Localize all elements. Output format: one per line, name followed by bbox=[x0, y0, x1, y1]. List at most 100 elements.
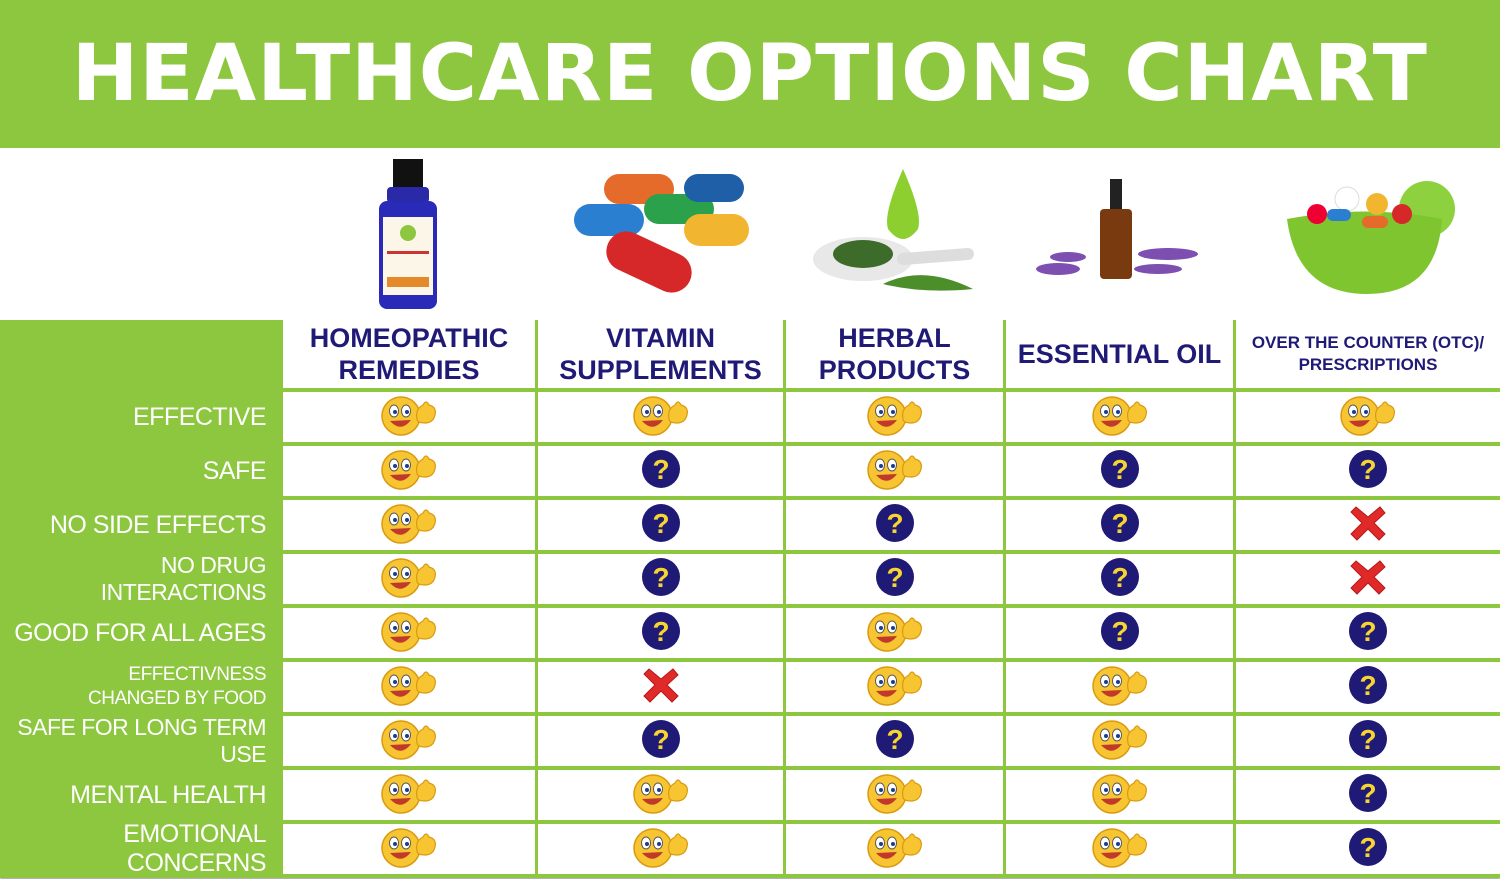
thumbs-up-smiley-icon bbox=[379, 555, 439, 604]
rating-cell: ? bbox=[535, 500, 783, 550]
table-row: MENTAL HEALTH? bbox=[0, 770, 1500, 820]
rating-cell bbox=[783, 824, 1003, 874]
vitamin-capsules-image bbox=[535, 150, 783, 318]
row-label: NO DRUG INTERACTIONS bbox=[0, 552, 280, 605]
question-mark-icon: ? bbox=[875, 557, 915, 602]
column-header: HOMEOPATHIC REMEDIES bbox=[280, 320, 535, 388]
question-mark-icon: ? bbox=[1348, 449, 1388, 494]
svg-text:?: ? bbox=[652, 616, 669, 647]
question-mark-icon: ? bbox=[1348, 719, 1388, 764]
column-header: HERBAL PRODUCTS bbox=[783, 320, 1003, 388]
svg-text:?: ? bbox=[652, 454, 669, 485]
row-divider bbox=[0, 766, 1500, 770]
question-mark-icon: ? bbox=[1100, 557, 1140, 602]
question-mark-icon: ? bbox=[1348, 827, 1388, 872]
question-mark-icon: ? bbox=[1348, 611, 1388, 656]
rating-cell bbox=[280, 500, 535, 550]
row-divider bbox=[0, 820, 1500, 824]
row-label-text: NO DRUG INTERACTIONS bbox=[100, 552, 267, 605]
table-row: NO SIDE EFFECTS??? bbox=[0, 500, 1500, 550]
rating-cell bbox=[783, 662, 1003, 712]
table-row: SAFE??? bbox=[0, 446, 1500, 496]
pills-bowl-image bbox=[1233, 150, 1500, 318]
rating-cell bbox=[535, 662, 783, 712]
rating-cell bbox=[535, 824, 783, 874]
rating-cell: ? bbox=[1003, 608, 1233, 658]
thumbs-up-smiley-icon bbox=[379, 447, 439, 496]
red-x-icon bbox=[1348, 503, 1388, 548]
rating-cell bbox=[535, 770, 783, 820]
thumbs-up-smiley-icon bbox=[631, 771, 691, 820]
row-label: SAFE bbox=[0, 446, 280, 496]
svg-text:?: ? bbox=[1111, 454, 1128, 485]
thumbs-up-smiley-icon bbox=[379, 393, 439, 442]
table-row: EFFECTIVE bbox=[0, 392, 1500, 442]
rating-cell bbox=[1003, 770, 1233, 820]
row-label-text: NO SIDE EFFECTS bbox=[49, 510, 267, 539]
rating-cell: ? bbox=[535, 446, 783, 496]
product-images-row bbox=[0, 150, 1500, 318]
svg-text:?: ? bbox=[1111, 508, 1128, 539]
thumbs-up-smiley-icon bbox=[379, 825, 439, 874]
rating-cell: ? bbox=[1003, 500, 1233, 550]
question-mark-icon: ? bbox=[1348, 773, 1388, 818]
row-label: EFFECTIVE bbox=[0, 392, 280, 442]
row-divider bbox=[0, 550, 1500, 554]
table-row: EFFECTIVNESS CHANGED BY FOOD? bbox=[0, 662, 1500, 712]
thumbs-up-smiley-icon bbox=[1090, 771, 1150, 820]
question-mark-icon: ? bbox=[641, 449, 681, 494]
rating-cell: ? bbox=[783, 554, 1003, 604]
rating-cell bbox=[1233, 500, 1500, 550]
rating-cell bbox=[783, 446, 1003, 496]
table-row: GOOD FOR ALL AGES??? bbox=[0, 608, 1500, 658]
red-x-icon bbox=[1348, 557, 1388, 602]
thumbs-up-smiley-icon bbox=[865, 825, 925, 874]
header-corner bbox=[0, 320, 280, 388]
table-row: SAFE FOR LONG TERM USE??? bbox=[0, 714, 1500, 767]
row-divider bbox=[0, 388, 1500, 392]
rating-cell bbox=[280, 554, 535, 604]
column-header-line1: ESSENTIAL OIL bbox=[1017, 339, 1222, 369]
row-label: EFFECTIVNESS CHANGED BY FOOD bbox=[0, 662, 280, 712]
essential-oil-lavender-image bbox=[1003, 150, 1233, 318]
svg-text:?: ? bbox=[1359, 454, 1376, 485]
rating-cell bbox=[280, 446, 535, 496]
svg-text:?: ? bbox=[1359, 670, 1376, 701]
column-header: OVER THE COUNTER (OTC)/ PRESCRIPTIONS bbox=[1233, 320, 1500, 388]
svg-text:?: ? bbox=[1111, 616, 1128, 647]
red-x-icon bbox=[641, 665, 681, 710]
svg-text:?: ? bbox=[886, 724, 903, 755]
thumbs-up-smiley-icon bbox=[865, 609, 925, 658]
question-mark-icon: ? bbox=[1348, 665, 1388, 710]
row-label-text: EFFECTIVNESS CHANGED BY FOOD bbox=[88, 664, 266, 709]
rating-cell bbox=[280, 608, 535, 658]
thumbs-up-smiley-icon bbox=[1338, 393, 1398, 442]
rating-cell bbox=[280, 662, 535, 712]
question-mark-icon: ? bbox=[1100, 503, 1140, 548]
rating-cell: ? bbox=[1233, 446, 1500, 496]
question-mark-icon: ? bbox=[1100, 611, 1140, 656]
question-mark-icon: ? bbox=[875, 719, 915, 764]
row-divider bbox=[0, 442, 1500, 446]
svg-text:?: ? bbox=[652, 508, 669, 539]
thumbs-up-smiley-icon bbox=[1090, 717, 1150, 766]
header-row: HOMEOPATHIC REMEDIES VITAMIN SUPPLEMENTS HER… bbox=[0, 320, 1500, 388]
thumbs-up-smiley-icon bbox=[865, 663, 925, 712]
rating-cell bbox=[783, 770, 1003, 820]
rating-cell bbox=[280, 392, 535, 442]
question-mark-icon: ? bbox=[641, 557, 681, 602]
row-divider bbox=[0, 496, 1500, 500]
rating-cell bbox=[1003, 824, 1233, 874]
rating-cell: ? bbox=[535, 608, 783, 658]
row-label-text: MENTAL HEALTH bbox=[70, 780, 266, 809]
row-label-text: GOOD FOR ALL AGES bbox=[14, 618, 266, 647]
svg-text:?: ? bbox=[1359, 778, 1376, 809]
rating-cell: ? bbox=[1233, 608, 1500, 658]
title-banner: HEALTHCARE OPTIONS CHART bbox=[0, 0, 1500, 148]
thumbs-up-smiley-icon bbox=[1090, 393, 1150, 442]
rating-cell: ? bbox=[1233, 662, 1500, 712]
rating-cell: ? bbox=[783, 500, 1003, 550]
rating-cell bbox=[1003, 392, 1233, 442]
row-label: GOOD FOR ALL AGES bbox=[0, 608, 280, 658]
table-row: NO DRUG INTERACTIONS??? bbox=[0, 552, 1500, 605]
